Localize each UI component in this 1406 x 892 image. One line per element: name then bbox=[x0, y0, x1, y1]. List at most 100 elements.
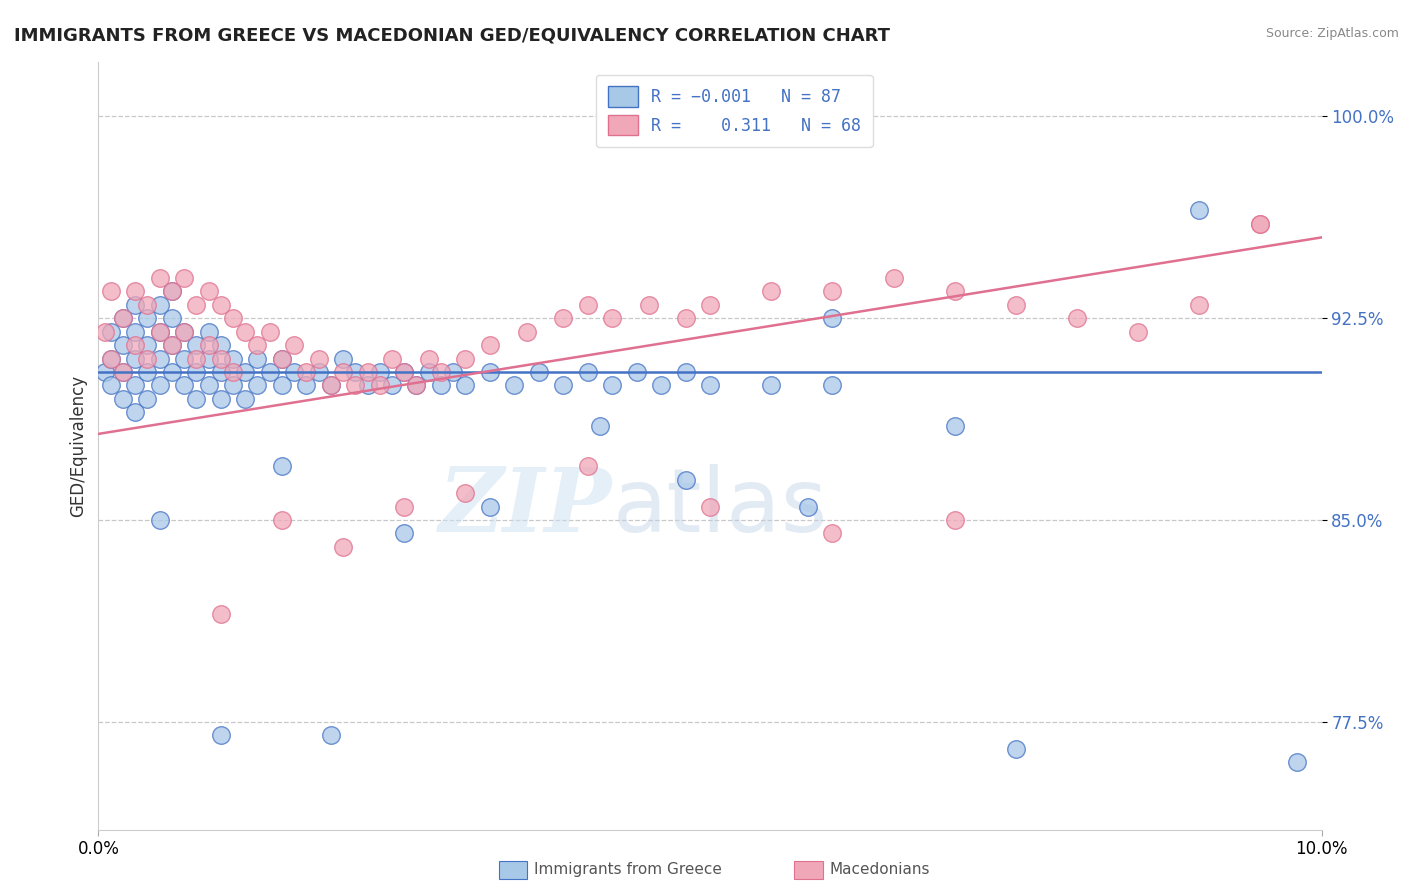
Point bbox=[943, 284, 966, 298]
Point bbox=[319, 378, 342, 392]
Point bbox=[270, 351, 292, 366]
Point bbox=[259, 365, 281, 379]
Point bbox=[173, 325, 195, 339]
Point bbox=[1066, 311, 1088, 326]
Point bbox=[283, 365, 305, 379]
Point bbox=[136, 298, 159, 312]
Point bbox=[186, 351, 208, 366]
Point bbox=[222, 351, 245, 366]
Point bbox=[576, 459, 599, 474]
Point bbox=[478, 500, 501, 514]
Point bbox=[943, 418, 966, 433]
Point bbox=[1249, 217, 1271, 231]
Point bbox=[675, 473, 697, 487]
Point bbox=[100, 284, 122, 298]
Point bbox=[332, 365, 354, 379]
Point bbox=[209, 365, 232, 379]
Point bbox=[186, 365, 208, 379]
Point bbox=[173, 378, 195, 392]
Point bbox=[209, 607, 232, 622]
Point bbox=[1004, 298, 1026, 312]
Point bbox=[319, 728, 342, 742]
Text: atlas: atlas bbox=[612, 464, 827, 551]
Point bbox=[111, 311, 134, 326]
Point bbox=[356, 365, 378, 379]
Point bbox=[124, 338, 146, 352]
Point bbox=[1188, 203, 1211, 218]
Point bbox=[149, 378, 172, 392]
Text: ZIP: ZIP bbox=[439, 464, 612, 550]
Point bbox=[600, 311, 623, 326]
Point bbox=[430, 365, 453, 379]
Point bbox=[553, 378, 575, 392]
Point bbox=[381, 378, 404, 392]
Point bbox=[149, 298, 172, 312]
Point bbox=[821, 311, 844, 326]
Point bbox=[797, 500, 820, 514]
Point bbox=[124, 351, 146, 366]
Y-axis label: GED/Equivalency: GED/Equivalency bbox=[69, 375, 87, 517]
Point bbox=[100, 351, 122, 366]
Point bbox=[160, 284, 183, 298]
Point bbox=[418, 351, 440, 366]
Point bbox=[160, 338, 183, 352]
Legend: R = −0.001   N = 87, R =    0.311   N = 68: R = −0.001 N = 87, R = 0.311 N = 68 bbox=[596, 75, 873, 147]
Point bbox=[699, 298, 721, 312]
Point bbox=[356, 378, 378, 392]
Point bbox=[111, 392, 134, 406]
Point bbox=[295, 378, 318, 392]
Text: Macedonians: Macedonians bbox=[830, 863, 929, 877]
Point bbox=[821, 284, 844, 298]
Point bbox=[1188, 298, 1211, 312]
Point bbox=[441, 365, 464, 379]
Point bbox=[589, 418, 612, 433]
Point bbox=[478, 338, 501, 352]
Point bbox=[699, 378, 721, 392]
Point bbox=[392, 500, 416, 514]
Point bbox=[246, 338, 269, 352]
Point bbox=[149, 351, 172, 366]
Point bbox=[392, 526, 416, 541]
Point bbox=[332, 540, 354, 554]
Point bbox=[124, 405, 146, 419]
Point bbox=[111, 338, 134, 352]
Point bbox=[233, 365, 256, 379]
Point bbox=[136, 338, 159, 352]
Point bbox=[124, 298, 146, 312]
Point bbox=[209, 351, 232, 366]
Point bbox=[136, 365, 159, 379]
Point bbox=[209, 298, 232, 312]
Point bbox=[209, 338, 232, 352]
Point bbox=[136, 311, 159, 326]
Point bbox=[124, 378, 146, 392]
Point bbox=[197, 351, 219, 366]
Point bbox=[100, 325, 122, 339]
Point bbox=[553, 311, 575, 326]
Point bbox=[759, 284, 782, 298]
Point bbox=[392, 365, 416, 379]
Point bbox=[270, 351, 292, 366]
Point bbox=[259, 325, 281, 339]
Point bbox=[368, 365, 391, 379]
Point bbox=[197, 378, 219, 392]
Point bbox=[503, 378, 526, 392]
Point bbox=[943, 513, 966, 527]
Text: Immigrants from Greece: Immigrants from Greece bbox=[534, 863, 723, 877]
Point bbox=[308, 351, 330, 366]
Point bbox=[454, 351, 477, 366]
Point bbox=[650, 378, 672, 392]
Point bbox=[821, 526, 844, 541]
Point bbox=[319, 378, 342, 392]
Point bbox=[197, 338, 219, 352]
Point bbox=[173, 270, 195, 285]
Point bbox=[405, 378, 427, 392]
Point bbox=[149, 270, 172, 285]
Point bbox=[111, 365, 134, 379]
Point bbox=[270, 513, 292, 527]
Point bbox=[222, 311, 245, 326]
Point bbox=[381, 351, 404, 366]
Point bbox=[392, 365, 416, 379]
Point bbox=[160, 284, 183, 298]
Point bbox=[637, 298, 661, 312]
Point bbox=[576, 365, 599, 379]
